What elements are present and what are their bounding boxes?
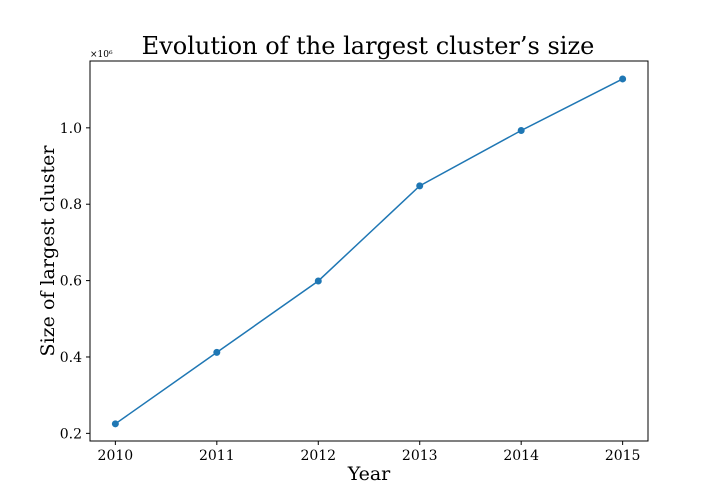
plot-frame bbox=[89, 60, 649, 442]
chart-title: Evolution of the largest cluster’s size bbox=[142, 32, 595, 60]
x-axis: 2010 2011 2012 2013 2014 2015 bbox=[98, 441, 641, 464]
data-point bbox=[314, 277, 322, 285]
y-axis-label: Size of largest cluster bbox=[37, 145, 59, 357]
x-tick-label: 2013 bbox=[402, 448, 438, 464]
y-tick-label: 1.0 bbox=[60, 121, 82, 137]
y-tick-label: 0.2 bbox=[60, 426, 82, 442]
y-axis: 0.2 0.4 0.6 0.8 1.0 bbox=[60, 121, 90, 442]
y-tick-label: 0.6 bbox=[60, 274, 82, 290]
data-point bbox=[213, 348, 221, 356]
x-tick-label: 2015 bbox=[605, 448, 641, 464]
data-point bbox=[619, 75, 627, 83]
y-axis-multiplier: ×10⁶ bbox=[90, 50, 113, 60]
y-tick-label: 0.8 bbox=[60, 197, 82, 213]
x-axis-label: Year bbox=[347, 463, 391, 485]
data-point bbox=[416, 182, 424, 190]
series-line bbox=[114, 78, 623, 425]
data-point bbox=[111, 420, 119, 428]
y-tick-label: 0.4 bbox=[60, 350, 82, 366]
x-tick-label: 2012 bbox=[300, 448, 336, 464]
x-tick-label: 2014 bbox=[503, 448, 539, 464]
data-point bbox=[517, 127, 525, 135]
x-tick-label: 2010 bbox=[98, 448, 134, 464]
series-layer bbox=[111, 75, 627, 428]
x-tick-label: 2011 bbox=[199, 448, 235, 464]
